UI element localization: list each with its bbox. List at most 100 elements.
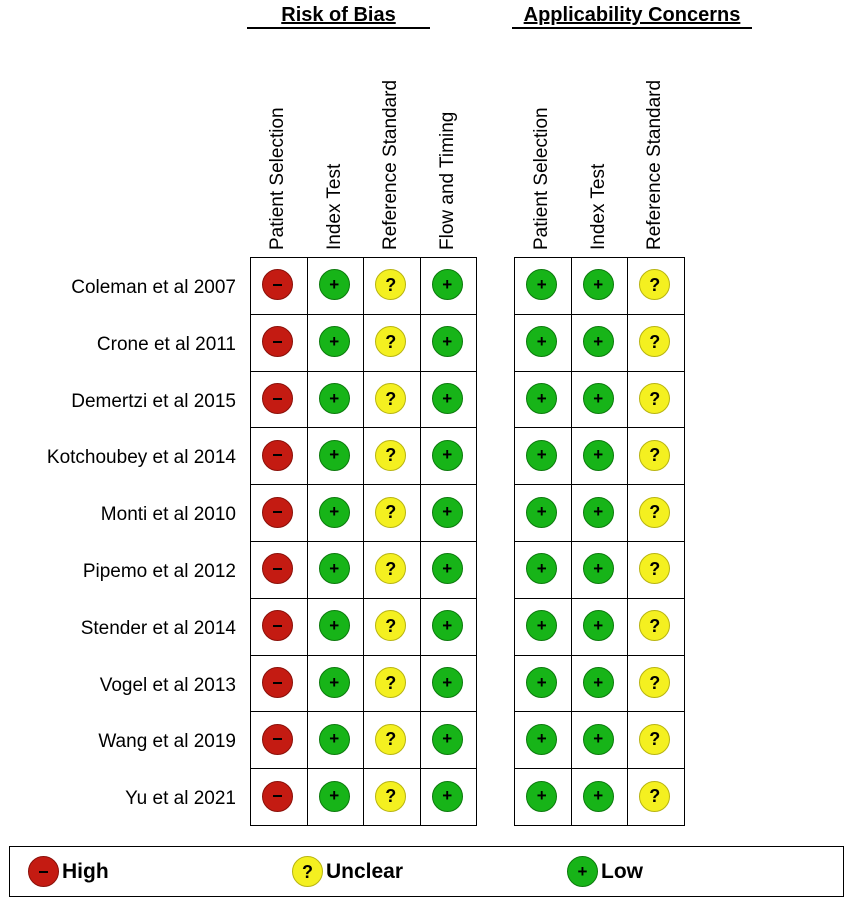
legend: High ? Unclear + Low xyxy=(9,846,844,897)
low-risk-icon: + xyxy=(318,667,350,698)
study-label: Stender et al 2014 xyxy=(80,617,236,639)
high-risk-icon xyxy=(262,723,294,755)
unclear-risk-icon: ? xyxy=(292,856,323,887)
column-header-risk-of-bias-flow-and-timing: Flow and Timing xyxy=(436,111,458,250)
low-risk-icon: + xyxy=(582,553,614,585)
low-risk-icon: + xyxy=(431,496,463,528)
low-risk-icon: + xyxy=(582,383,614,414)
low-risk-icon: + xyxy=(526,723,558,755)
unclear-risk-icon: ? xyxy=(639,326,671,358)
low-risk-icon: + xyxy=(431,780,463,812)
high-risk-icon xyxy=(262,610,294,642)
low-risk-icon: + xyxy=(431,667,463,698)
unclear-risk-icon: ? xyxy=(639,723,671,755)
high-risk-icon xyxy=(262,439,294,471)
low-risk-icon: + xyxy=(318,723,350,755)
group-title-applicability-concerns: Applicability Concerns xyxy=(523,4,741,26)
low-risk-icon: + xyxy=(318,383,350,414)
low-risk-icon: + xyxy=(582,269,614,301)
study-label: Wang et al 2019 xyxy=(98,731,236,753)
low-risk-icon: + xyxy=(431,383,463,414)
low-risk-icon: + xyxy=(582,667,614,698)
high-risk-icon xyxy=(28,856,59,887)
unclear-risk-icon: ? xyxy=(375,269,407,301)
unclear-risk-icon: ? xyxy=(375,610,407,642)
unclear-risk-icon: ? xyxy=(639,496,671,528)
low-risk-icon: + xyxy=(526,439,558,471)
column-header-risk-of-bias-index-test: Index Test xyxy=(323,163,345,250)
study-label: Pipemo et al 2012 xyxy=(82,561,236,582)
low-risk-icon: + xyxy=(526,610,558,642)
low-risk-icon: + xyxy=(431,269,463,301)
unclear-risk-icon: ? xyxy=(375,326,407,358)
study-label: Demertzi et al 2015 xyxy=(71,390,236,412)
low-risk-icon: + xyxy=(318,780,350,812)
low-risk-icon: + xyxy=(582,326,614,358)
unclear-risk-icon: ? xyxy=(375,383,407,414)
high-risk-icon xyxy=(262,383,294,414)
study-label: Crone et al 2011 xyxy=(96,333,236,355)
high-risk-icon xyxy=(262,780,294,812)
high-risk-icon xyxy=(262,496,294,528)
study-label: Vogel et al 2013 xyxy=(99,674,236,696)
unclear-risk-icon: ? xyxy=(639,553,671,585)
low-risk-icon: + xyxy=(431,723,463,755)
low-risk-icon: + xyxy=(582,780,614,812)
unclear-risk-icon: ? xyxy=(375,439,407,471)
low-risk-icon: + xyxy=(582,496,614,528)
high-risk-icon xyxy=(262,326,294,358)
unclear-risk-icon: ? xyxy=(375,553,407,585)
applicability-grid: + +? + +? + +? + +? + +? + +? + +? + +? + +? + +? xyxy=(514,257,685,826)
column-header-risk-of-bias-reference-standard: Reference Standard xyxy=(380,79,401,250)
low-risk-icon: + xyxy=(582,439,614,471)
group-title-risk-of-bias: Risk of Bias xyxy=(281,4,396,26)
table-cell xyxy=(419,768,477,826)
legend-item-high: High xyxy=(28,856,109,887)
study-label: Coleman et al 2007 xyxy=(71,277,236,298)
high-risk-icon xyxy=(262,269,294,301)
legend-item-low: + Low xyxy=(567,856,643,887)
column-header-risk-of-bias-patient-selection: Patient Selection xyxy=(267,107,288,250)
low-risk-icon: + xyxy=(582,723,614,755)
high-risk-icon xyxy=(262,553,294,585)
low-risk-icon: + xyxy=(526,496,558,528)
low-risk-icon: + xyxy=(526,269,558,301)
column-header-applicability-concerns-patient-selection: Patient Selection xyxy=(531,107,552,250)
legend-label-low: Low xyxy=(601,859,643,883)
low-risk-icon: + xyxy=(318,553,350,585)
unclear-risk-icon: ? xyxy=(639,610,671,642)
low-risk-icon: + xyxy=(431,326,463,358)
low-risk-icon: + xyxy=(318,269,350,301)
low-risk-icon: + xyxy=(526,667,558,698)
study-label: Kotchoubey et al 2014 xyxy=(46,447,236,469)
low-risk-icon: + xyxy=(526,326,558,358)
low-risk-icon: + xyxy=(567,856,598,887)
high-risk-icon xyxy=(262,667,294,698)
low-risk-icon: + xyxy=(431,553,463,585)
group-rule-applicability-concerns xyxy=(512,27,752,29)
legend-label-unclear: Unclear xyxy=(326,859,404,883)
low-risk-icon: + xyxy=(318,610,350,642)
unclear-risk-icon: ? xyxy=(639,667,671,698)
legend-item-unclear: ? Unclear xyxy=(292,856,403,887)
column-header-applicability-concerns-reference-standard: Reference Standard xyxy=(644,79,665,250)
low-risk-icon: + xyxy=(526,553,558,585)
low-risk-icon: + xyxy=(431,439,463,471)
low-risk-icon: + xyxy=(526,383,558,414)
unclear-risk-icon: ? xyxy=(639,269,671,301)
study-label: Yu et al 2021 xyxy=(125,788,236,810)
column-header-applicability-concerns-index-test: Index Test xyxy=(587,163,609,250)
group-rule-risk-of-bias xyxy=(247,27,430,29)
legend-label-high: High xyxy=(62,859,109,883)
unclear-risk-icon: ? xyxy=(639,439,671,471)
table-cell xyxy=(627,768,685,826)
unclear-risk-icon: ? xyxy=(375,723,407,755)
unclear-risk-icon: ? xyxy=(639,780,671,812)
low-risk-icon: + xyxy=(582,610,614,642)
study-label: Monti et al 2010 xyxy=(100,504,236,526)
low-risk-icon: + xyxy=(526,780,558,812)
unclear-risk-icon: ? xyxy=(375,496,407,528)
risk-of-bias-grid: +? + +? + +? + +? + +? + +? + +? + +? + +? + +? + xyxy=(250,257,477,826)
unclear-risk-icon: ? xyxy=(375,667,407,698)
low-risk-icon: + xyxy=(431,610,463,642)
